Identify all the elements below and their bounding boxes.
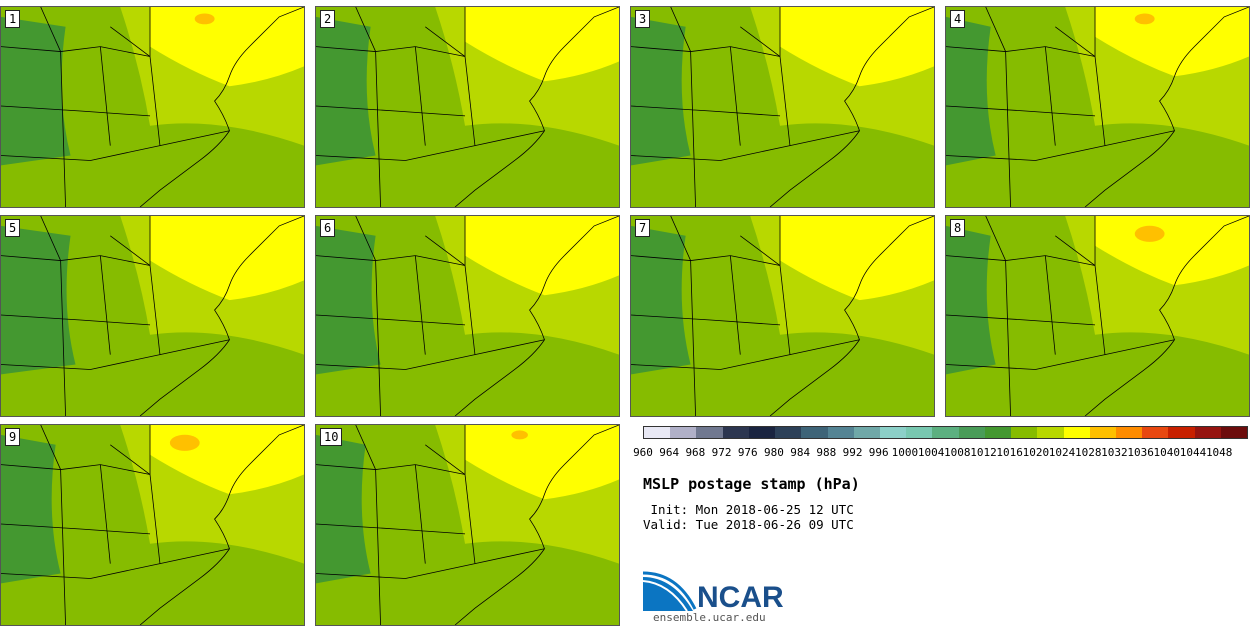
colorbar-swatch — [906, 427, 933, 438]
postage-stamp-10: 10 — [315, 424, 620, 626]
site-url: ensemble.ucar.edu — [653, 611, 766, 624]
colorbar-tick-label: 1032 — [1101, 446, 1128, 459]
colorbar-tick-label: 1044 — [1179, 446, 1207, 459]
colorbar-swatch — [670, 427, 697, 438]
plot-title: MSLP postage stamp (hPa) — [643, 475, 860, 493]
colorbar-tick-label: 976 — [737, 446, 758, 459]
colorbar-tick-label: 960 — [633, 446, 653, 459]
postage-stamp-3: 3 — [630, 6, 935, 208]
colorbar-swatch — [1089, 427, 1116, 438]
colorbar-tick-label: 996 — [868, 446, 889, 459]
postage-stamp-9: 9 — [0, 424, 305, 626]
colorbar-swatch — [644, 427, 671, 438]
colorbar-swatch — [1115, 427, 1143, 438]
stamp-number: 10 — [320, 428, 343, 446]
colorbar-swatch — [1037, 427, 1064, 438]
ncar-logo-icon — [643, 571, 697, 612]
colorbar-tick-label: 1036 — [1127, 446, 1154, 459]
colorbar-swatch — [827, 427, 854, 438]
postage-stamp-1: 1 — [0, 6, 305, 208]
colorbar-swatch — [958, 427, 985, 438]
colorbar-swatch — [1194, 427, 1221, 438]
stamp-number: 9 — [5, 428, 21, 446]
colorbar-tick-label: 1028 — [1074, 446, 1102, 459]
colorbar-tick-label: 972 — [711, 446, 732, 459]
postage-stamp-5: 5 — [0, 215, 305, 417]
postage-stamp-4: 4 — [945, 6, 1250, 208]
colorbar-tick-label: 1012 — [970, 446, 997, 459]
colorbar-tick-label: 988 — [816, 446, 837, 459]
valid-time: Valid: Tue 2018-06-26 09 UTC — [643, 517, 854, 532]
colorbar-labels: 960 964 968 972 976 980 984 988 992 996 1000 1004 10… — [632, 446, 1252, 460]
stamp-number: 7 — [635, 219, 651, 237]
colorbar-tick-label: 1040 — [1153, 446, 1181, 459]
colorbar-swatch — [879, 427, 907, 438]
colorbar-swatch — [853, 427, 880, 438]
colorbar-tick-label: 1008 — [944, 446, 971, 459]
ncar-logo-text: NCAR — [697, 581, 784, 614]
stamp-number: 2 — [320, 10, 336, 28]
colorbar-tick-label: 992 — [842, 446, 863, 459]
colorbar-tick-label: 1004 — [917, 446, 945, 459]
stamp-number: 4 — [950, 10, 966, 28]
postage-stamp-6: 6 — [315, 215, 620, 417]
colorbar-swatch — [748, 427, 776, 438]
stamp-number: 3 — [635, 10, 651, 28]
postage-stamp-2: 2 — [315, 6, 620, 208]
colorbar-tick-label: 1024 — [1048, 446, 1076, 459]
stamp-number: 1 — [5, 10, 21, 28]
colorbar-tick-label: 984 — [790, 446, 811, 459]
colorbar-swatch — [722, 427, 749, 438]
colorbar-tick-label: 1048 — [1205, 446, 1233, 459]
stamp-number: 5 — [5, 219, 21, 237]
colorbar-tick-label: 980 — [764, 446, 784, 459]
stamp-number: 8 — [950, 219, 966, 237]
colorbar-swatch — [1063, 427, 1090, 438]
colorbar — [643, 426, 1248, 439]
colorbar-swatch — [984, 427, 1012, 438]
colorbar-tick-label: 1000 — [891, 446, 919, 459]
colorbar-swatch — [775, 427, 802, 438]
postage-stamp-7: 7 — [630, 215, 935, 417]
colorbar-tick-label: 1020 — [1022, 446, 1050, 459]
colorbar-swatch — [1168, 427, 1195, 438]
init-time: Init: Mon 2018-06-25 12 UTC — [643, 502, 854, 517]
postage-stamp-8: 8 — [945, 215, 1250, 417]
colorbar-swatch — [1220, 427, 1248, 438]
colorbar-swatch — [1011, 427, 1038, 438]
colorbar-tick-label: 964 — [659, 446, 680, 459]
stamp-number: 6 — [320, 219, 336, 237]
colorbar-swatch — [932, 427, 959, 438]
colorbar-swatch — [1142, 427, 1169, 438]
colorbar-tick-label: 1016 — [996, 446, 1023, 459]
colorbar-swatch — [801, 427, 828, 438]
colorbar-tick-label: 968 — [685, 446, 706, 459]
colorbar-swatch — [696, 427, 723, 438]
